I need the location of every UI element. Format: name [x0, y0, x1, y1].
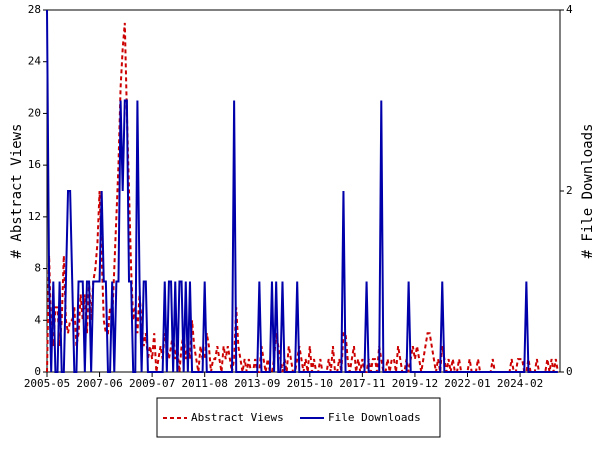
x-tick-label: 2022-01 [444, 377, 490, 390]
y-tick-label: 24 [28, 55, 42, 68]
x-tick-label: 2015-10 [287, 377, 333, 390]
y2-axis-title: # File Downloads [580, 124, 596, 259]
series-line [46, 22, 559, 373]
x-tick-label: 2005-05 [24, 377, 70, 390]
y-tick-label: 12 [28, 210, 41, 223]
x-tick-label: 2007-06 [76, 377, 122, 390]
x-tick-label: 2009-07 [129, 377, 175, 390]
legend-label: Abstract Views [191, 411, 284, 424]
x-tick-label: 2013-09 [234, 377, 280, 390]
legend-label: File Downloads [328, 411, 421, 424]
x-tick-label: 2019-12 [392, 377, 438, 390]
x-tick-label: 2017-11 [339, 377, 385, 390]
y-tick-label: 0 [34, 365, 41, 378]
y2-tick-label: 4 [566, 3, 573, 16]
y2-tick-label: 0 [566, 365, 573, 378]
y2-tick-label: 2 [566, 184, 573, 197]
y-tick-label: 28 [28, 3, 41, 16]
series-line [46, 9, 558, 373]
y-tick-label: 20 [28, 106, 41, 119]
y-tick-label: 16 [28, 158, 41, 171]
x-tick-label: 2011-08 [182, 377, 228, 390]
plot-frame [46, 9, 561, 373]
y-tick-label: 8 [34, 262, 41, 275]
legend [156, 397, 441, 438]
x-tick-label: 2024-02 [497, 377, 543, 390]
y-axis-title: # Abstract Views [9, 124, 25, 259]
y-tick-label: 4 [34, 313, 41, 326]
